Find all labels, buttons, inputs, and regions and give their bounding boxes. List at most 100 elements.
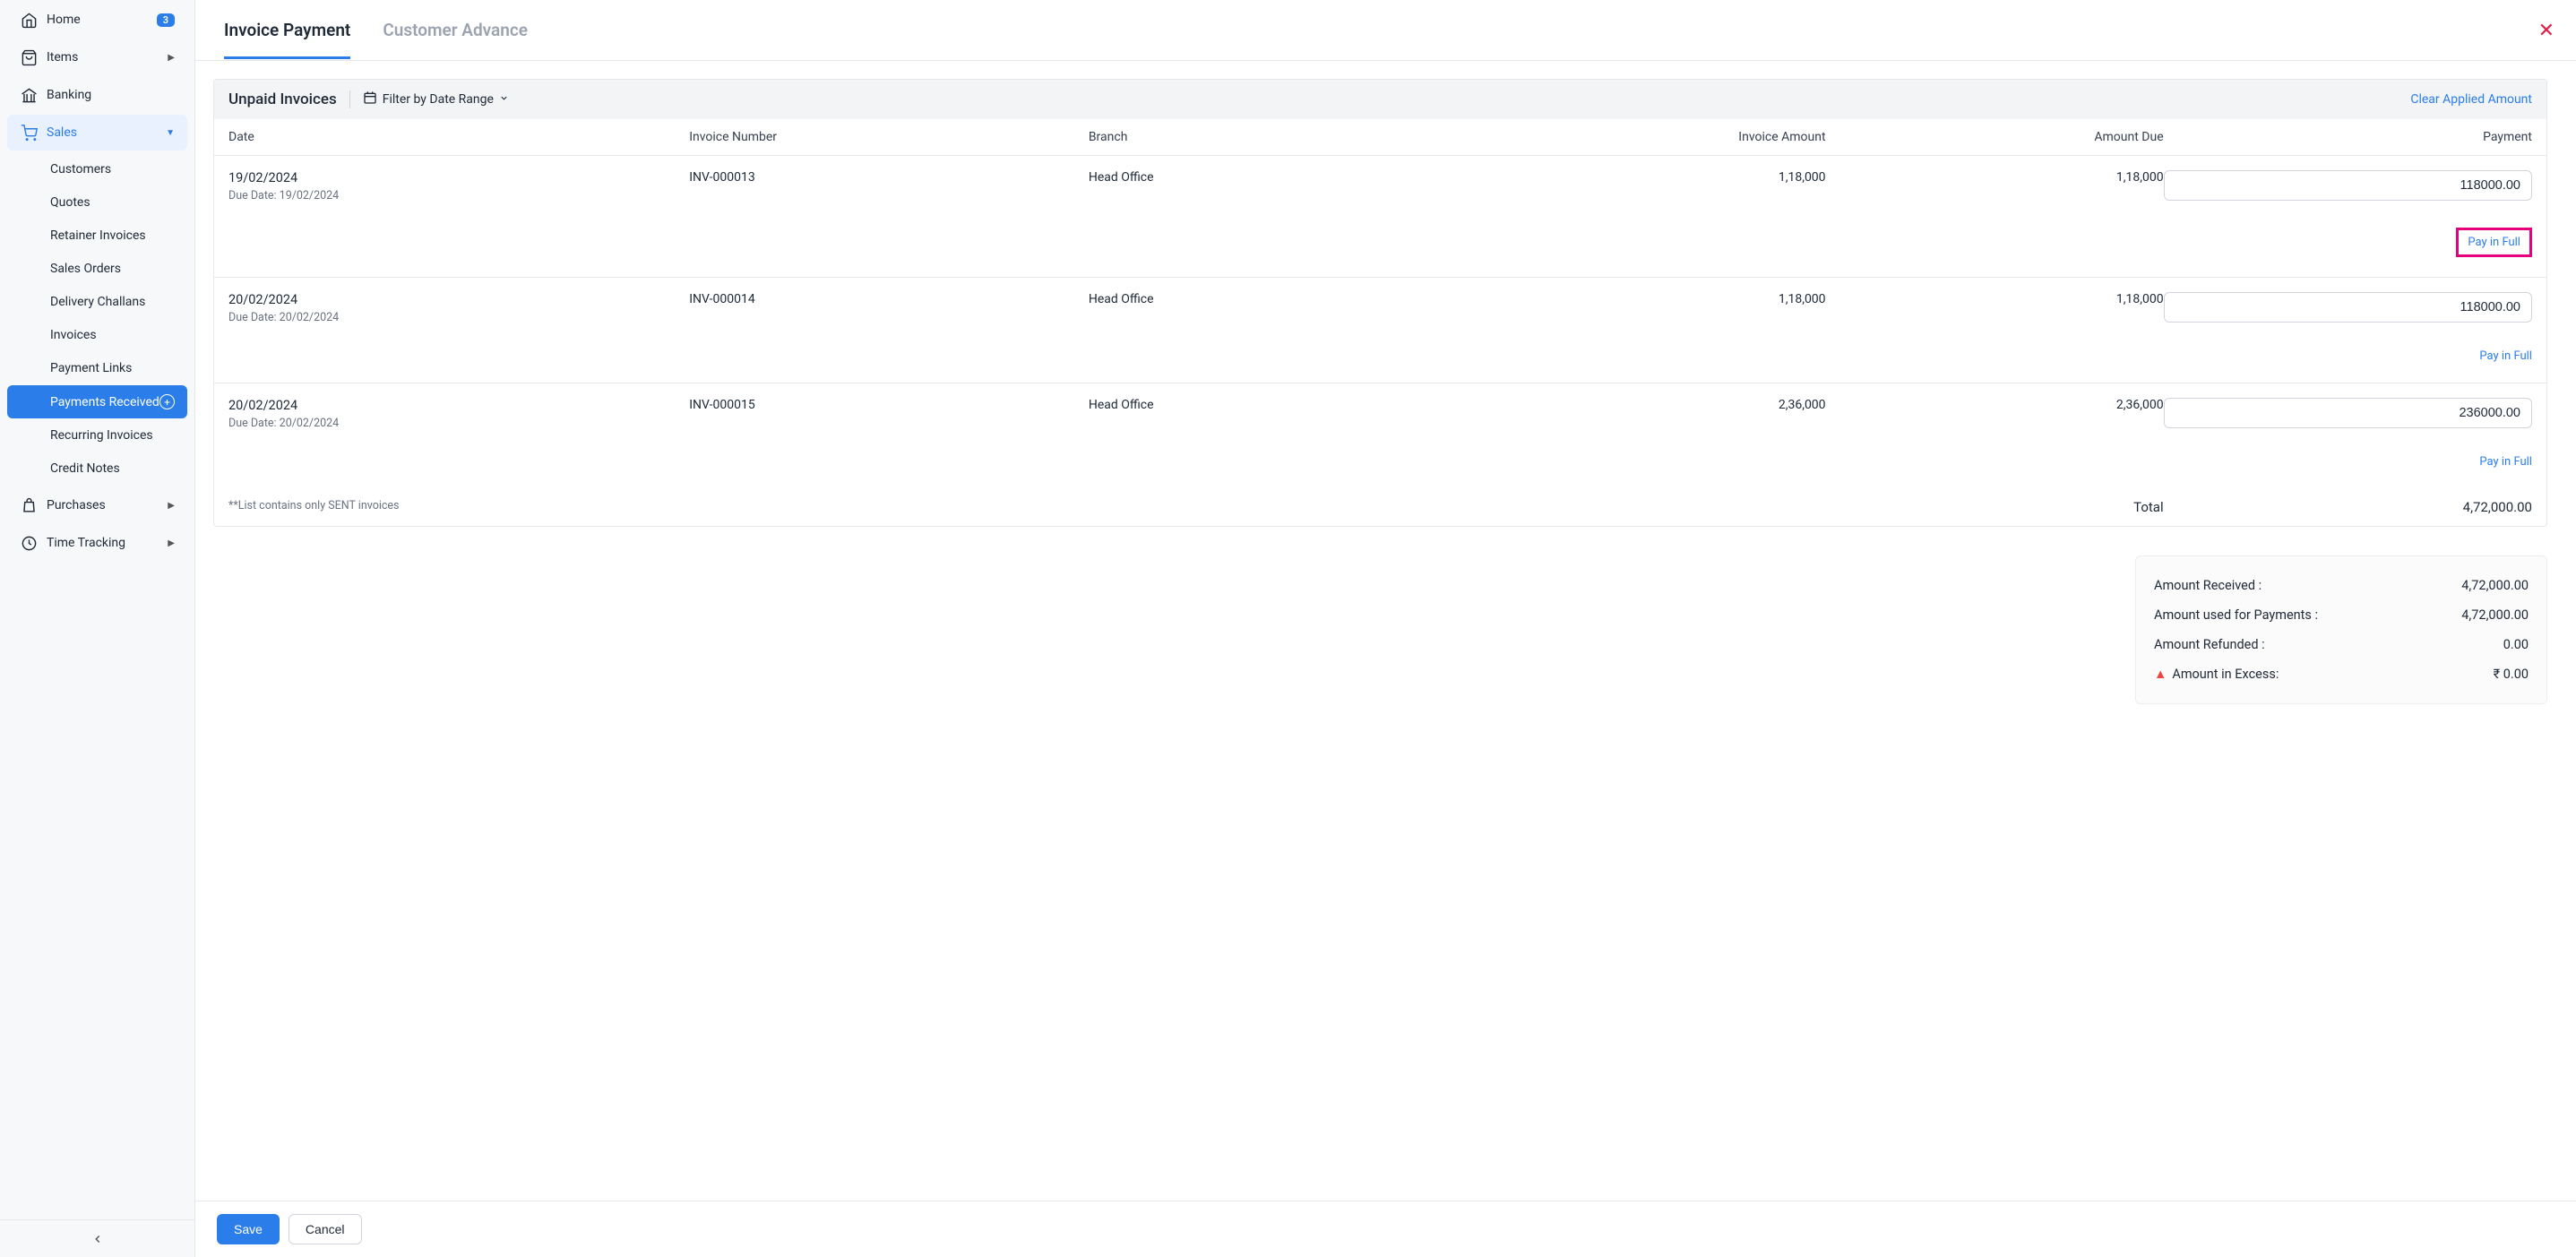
nav-item-items[interactable]: Items ▶: [7, 39, 187, 75]
cell-invoice-number: INV-000015: [689, 398, 1089, 412]
cell-amount-due: 1,18,000: [1826, 292, 2164, 306]
sidebar-item-retainer-invoices[interactable]: Retainer Invoices: [7, 220, 187, 252]
warning-icon: ▲: [2154, 667, 2167, 682]
footer: Save Cancel: [195, 1201, 2576, 1257]
chevron-right-icon: ▶: [168, 501, 175, 511]
sidebar-item-customers[interactable]: Customers: [7, 153, 187, 185]
th-payment: Payment: [2164, 130, 2532, 144]
chevron-down-icon: [499, 92, 509, 107]
invoice-row: 20/02/2024 Due Date: 20/02/2024 INV-0000…: [214, 383, 2546, 488]
sub-item-label: Quotes: [50, 195, 90, 210]
content-area: Unpaid Invoices Filter by Date Range Cle…: [195, 61, 2576, 1201]
sidebar-item-credit-notes[interactable]: Credit Notes: [7, 452, 187, 485]
summary-value: 0.00: [2503, 637, 2529, 652]
due-date: Due Date: 19/02/2024: [228, 189, 689, 202]
cell-invoice-number: INV-000013: [689, 170, 1089, 185]
nav-item-purchases[interactable]: Purchases ▶: [7, 487, 187, 523]
cell-invoice-amount: 1,18,000: [1487, 292, 1825, 306]
cell-invoice-number: INV-000014: [689, 292, 1089, 306]
th-invoice-amount: Invoice Amount: [1487, 130, 1825, 144]
badge: 3: [157, 13, 175, 27]
panel-title: Unpaid Invoices: [228, 90, 337, 108]
invoice-date: 19/02/2024: [228, 170, 689, 185]
calendar-icon: [363, 90, 377, 108]
filter-label: Filter by Date Range: [383, 92, 494, 107]
sidebar-item-recurring-invoices[interactable]: Recurring Invoices: [7, 419, 187, 452]
pay-in-full-link[interactable]: Pay in Full: [2456, 228, 2532, 257]
summary-box: Amount Received :4,72,000.00Amount used …: [2135, 555, 2547, 704]
summary-value: ₹ 0.00: [2494, 667, 2529, 682]
sub-item-label: Sales Orders: [50, 262, 121, 276]
cell-invoice-amount: 1,18,000: [1487, 170, 1825, 185]
nav-label: Sales: [47, 125, 77, 140]
sub-item-label: Retainer Invoices: [50, 228, 146, 243]
cell-branch: Head Office: [1089, 292, 1488, 306]
nav-item-time-tracking[interactable]: Time Tracking ▶: [7, 525, 187, 561]
table-header: Date Invoice Number Branch Invoice Amoun…: [214, 119, 2546, 156]
invoice-date: 20/02/2024: [228, 398, 689, 413]
invoice-date: 20/02/2024: [228, 292, 689, 307]
cell-invoice-amount: 2,36,000: [1487, 398, 1825, 412]
sub-item-label: Customers: [50, 162, 111, 176]
pay-in-full-link[interactable]: Pay in Full: [2479, 455, 2532, 469]
home-icon: [20, 11, 38, 29]
header: Invoice Payment Customer Advance ✕: [195, 0, 2576, 61]
cancel-button[interactable]: Cancel: [289, 1214, 362, 1244]
sidebar-item-delivery-challans[interactable]: Delivery Challans: [7, 286, 187, 318]
summary-value: 4,72,000.00: [2461, 607, 2529, 623]
nav-label: Items: [47, 50, 78, 65]
bag-icon: [20, 48, 38, 66]
tab-invoice-payment[interactable]: Invoice Payment: [224, 2, 350, 59]
sidebar-item-payment-links[interactable]: Payment Links: [7, 352, 187, 384]
summary-row: Amount Received :4,72,000.00: [2154, 571, 2529, 600]
sub-item-label: Payment Links: [50, 361, 132, 375]
main-content: Invoice Payment Customer Advance ✕ Unpai…: [195, 0, 2576, 1257]
divider: [349, 90, 350, 108]
cell-date: 20/02/2024 Due Date: 20/02/2024: [228, 292, 689, 324]
nav-item-sales[interactable]: Sales ▼: [7, 115, 187, 151]
total-value: 4,72,000.00: [2164, 499, 2532, 515]
cell-amount-due: 2,36,000: [1826, 398, 2164, 412]
payment-input[interactable]: [2164, 170, 2532, 201]
tab-customer-advance[interactable]: Customer Advance: [383, 2, 528, 59]
sidebar: Home 3 Items ▶ Banking Sales ▼ Customers Quotes…: [0, 0, 195, 1257]
payment-input[interactable]: [2164, 292, 2532, 323]
cell-branch: Head Office: [1089, 170, 1488, 185]
close-button[interactable]: ✕: [2538, 20, 2554, 42]
nav-label: Purchases: [47, 498, 106, 512]
pay-in-full-link[interactable]: Pay in Full: [2479, 349, 2532, 363]
chevron-right-icon: ▶: [168, 538, 175, 548]
chevron-right-icon: ▶: [168, 53, 175, 63]
th-invoice-number: Invoice Number: [689, 130, 1089, 144]
summary-label: ▲Amount in Excess:: [2154, 667, 2279, 682]
sidebar-item-quotes[interactable]: Quotes: [7, 186, 187, 219]
summary-row: Amount used for Payments : 4,72,000.00: [2154, 600, 2529, 630]
sidebar-collapse-button[interactable]: [0, 1219, 194, 1257]
save-button[interactable]: Save: [217, 1214, 280, 1244]
total-row: **List contains only SENT invoices Total…: [214, 488, 2546, 526]
panel-header: Unpaid Invoices Filter by Date Range Cle…: [214, 80, 2546, 119]
payment-input[interactable]: [2164, 398, 2532, 428]
cart-icon: [20, 124, 38, 142]
invoice-row: 20/02/2024 Due Date: 20/02/2024 INV-0000…: [214, 278, 2546, 383]
summary-label: Amount used for Payments :: [2154, 607, 2318, 623]
cell-date: 19/02/2024 Due Date: 19/02/2024: [228, 170, 689, 202]
sidebar-item-invoices[interactable]: Invoices: [7, 319, 187, 351]
cell-amount-due: 1,18,000: [1826, 170, 2164, 185]
sidebar-item-payments-received[interactable]: Payments Received+: [7, 385, 187, 418]
sub-item-label: Invoices: [50, 328, 97, 342]
summary-row: Amount Refunded :0.00: [2154, 630, 2529, 659]
sidebar-item-sales-orders[interactable]: Sales Orders: [7, 253, 187, 285]
nav-item-banking[interactable]: Banking: [7, 77, 187, 113]
nav-item-home[interactable]: Home 3: [7, 2, 187, 38]
nav-label: Home: [47, 13, 81, 27]
chevron-down-icon: ▼: [166, 128, 175, 138]
clear-applied-amount-link[interactable]: Clear Applied Amount: [2410, 92, 2532, 107]
summary-row: ▲Amount in Excess: ₹ 0.00: [2154, 659, 2529, 689]
cell-date: 20/02/2024 Due Date: 20/02/2024: [228, 398, 689, 430]
nav-label: Time Tracking: [47, 536, 125, 550]
unpaid-invoices-panel: Unpaid Invoices Filter by Date Range Cle…: [213, 79, 2547, 527]
filter-by-date-button[interactable]: Filter by Date Range: [363, 90, 509, 108]
due-date: Due Date: 20/02/2024: [228, 311, 689, 324]
plus-icon[interactable]: +: [159, 394, 175, 409]
